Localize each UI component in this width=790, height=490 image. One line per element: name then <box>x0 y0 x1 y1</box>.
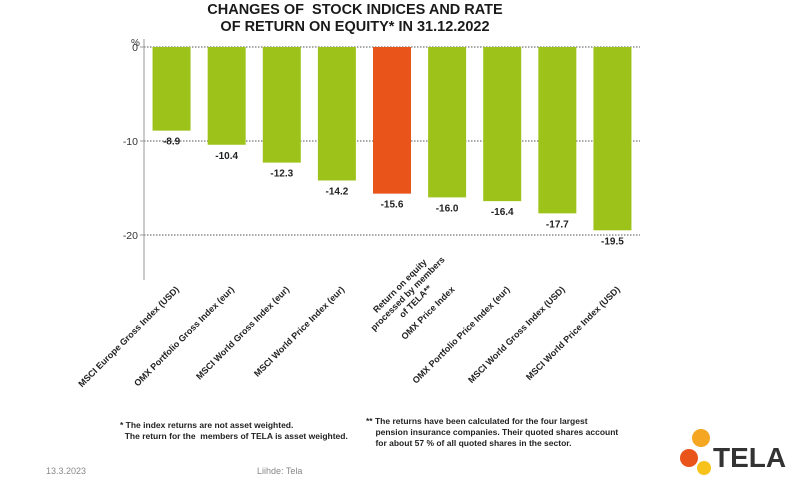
bar <box>428 47 467 198</box>
x-tick-label: MSCI Europe Gross Index (USD) <box>76 284 181 389</box>
y-tick-label: 0 <box>132 42 138 54</box>
bar-value-label: -10.4 <box>215 151 238 162</box>
tela-logo: TELA <box>677 424 786 484</box>
bar-value-label: -12.3 <box>270 169 293 180</box>
bar-value-label: -16.0 <box>436 203 459 214</box>
y-tick-label: -20 <box>123 230 138 242</box>
x-tick-label: MSCI World Gross Index (USD) <box>466 284 567 385</box>
bar <box>483 47 522 202</box>
x-tick-label: MSCI World Price Index (eur) <box>252 284 346 378</box>
chart-title-line2: OF RETURN ON EQUITY* IN 31.12.2022 <box>220 19 490 35</box>
footer-source: Liihde: Tela <box>257 466 303 476</box>
x-tick-label: MSCI World Gross Index (eur) <box>194 284 291 381</box>
bar <box>317 47 356 181</box>
tela-logo-text: TELA <box>713 442 787 473</box>
note-left-line1: * The index returns are not asset weight… <box>120 420 294 430</box>
x-tick-label: OMX Portfolio Gross Index (eur) <box>132 284 236 388</box>
bar <box>373 47 411 194</box>
y-axis-unit-label: % <box>131 38 140 49</box>
bar-value-label: -17.7 <box>546 219 569 230</box>
footer-date: 13.3.2023 <box>46 466 87 476</box>
chart-title: CHANGES OF STOCK INDICES AND RATE OF RET… <box>0 2 710 36</box>
note-left-line2: The return for the members of TELA is as… <box>120 431 348 441</box>
chart-title-line1: CHANGES OF STOCK INDICES AND RATE <box>207 2 503 18</box>
bar <box>538 47 577 214</box>
bar-value-label: -16.4 <box>491 207 514 218</box>
bar-chart: 0 -10 -20% -8.9 -10.4 -12.3 -14.2 -15.6 -16.0 -1… <box>76 38 640 389</box>
note-pension-companies: ** The returns have been calculated for … <box>366 416 618 449</box>
x-tick-label: MSCI World Price Index (USD) <box>524 284 622 382</box>
note-right-line2: pension insurance companies. Their quote… <box>366 427 619 437</box>
bar <box>262 47 301 163</box>
bar-value-label: -15.6 <box>381 200 404 211</box>
bar <box>207 47 246 145</box>
bar <box>593 47 632 231</box>
bar-value-label: -19.5 <box>601 236 624 247</box>
x-tick-label: OMX Portfolio Price Index (eur) <box>410 284 511 385</box>
note-right-line1: ** The returns have been calculated for … <box>366 416 588 426</box>
y-tick-label: -10 <box>123 136 138 148</box>
bar-value-label: -8.9 <box>163 137 181 148</box>
note-right-line3: for about 57 % of all quoted shares in t… <box>366 438 572 448</box>
bar-value-label: -14.2 <box>325 186 348 197</box>
bar <box>152 47 191 131</box>
tela-logo-mark-icon <box>680 429 711 475</box>
note-asset-weighting: * The index returns are not asset weight… <box>120 420 348 442</box>
